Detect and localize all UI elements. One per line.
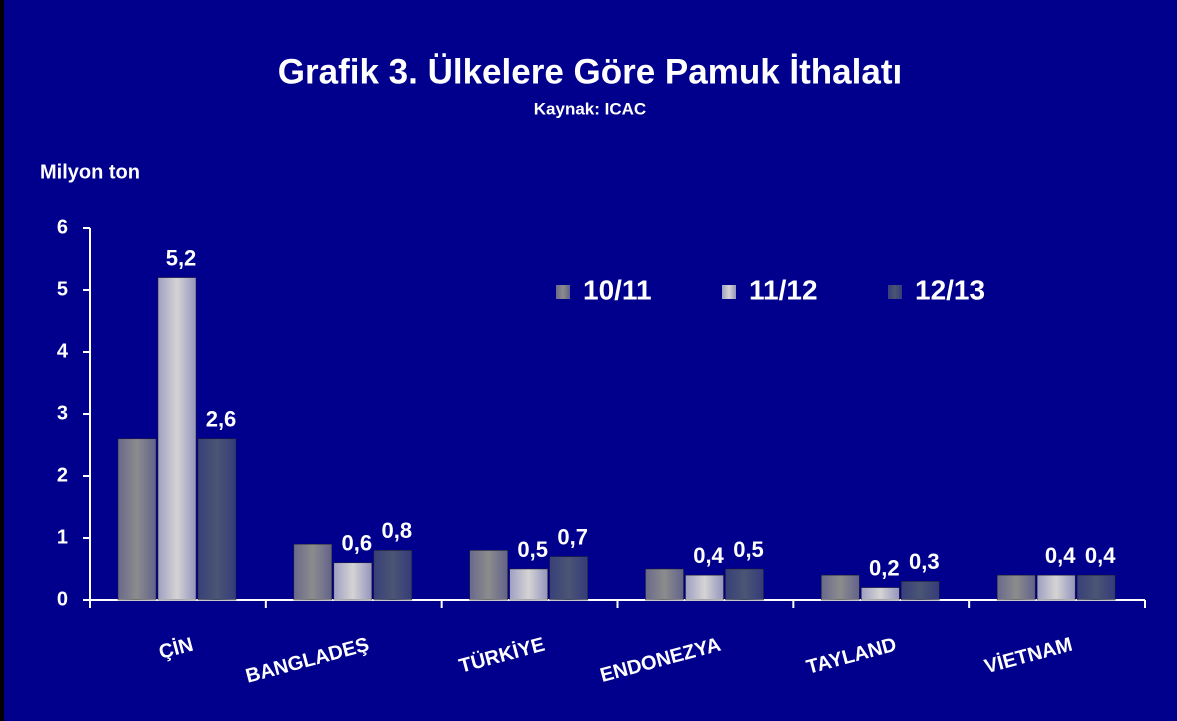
data-label: 0,5 <box>517 537 548 562</box>
bar <box>685 574 724 601</box>
data-label: 0,4 <box>693 543 724 568</box>
data-label: 0,4 <box>1045 543 1076 568</box>
y-tick-label: 1 <box>57 526 68 548</box>
edge <box>0 0 4 721</box>
bar <box>117 438 157 601</box>
bar <box>293 543 333 601</box>
bar <box>197 438 237 601</box>
y-tick-label: 0 <box>57 588 68 610</box>
bar <box>333 562 373 601</box>
data-label: 0,2 <box>869 555 900 580</box>
legend-swatch <box>722 285 736 299</box>
legend-swatch <box>556 285 570 299</box>
data-label: 0,5 <box>733 537 764 562</box>
data-label: 0,8 <box>382 518 413 543</box>
bar <box>725 568 764 601</box>
bar <box>996 574 1036 601</box>
data-label: 0,3 <box>909 549 940 574</box>
data-label: 0,6 <box>342 531 373 556</box>
y-tick-label: 2 <box>57 464 68 486</box>
legend-label: 12/13 <box>915 274 985 305</box>
chart-subtitle: Kaynak: ICAC <box>534 99 646 118</box>
legend-label: 10/11 <box>583 274 652 305</box>
bar <box>821 574 860 601</box>
bar <box>901 581 940 601</box>
legend-swatch <box>888 285 902 299</box>
y-tick-label: 3 <box>57 402 68 424</box>
bar <box>469 550 508 601</box>
chart-title: Grafik 3. Ülkelere Göre Pamuk İthalatı <box>278 52 902 91</box>
bar <box>373 550 413 601</box>
y-tick-label: 5 <box>57 278 68 300</box>
bar <box>1036 574 1076 601</box>
bar <box>157 277 197 601</box>
data-label: 0,7 <box>557 524 588 549</box>
y-tick-label: 6 <box>57 216 68 238</box>
bar <box>861 587 900 601</box>
y-axis-label: Milyon ton <box>40 161 140 183</box>
data-label: 2,6 <box>206 407 237 432</box>
legend-label: 11/12 <box>749 274 818 305</box>
bar <box>1076 574 1116 601</box>
data-label: 5,2 <box>166 245 197 270</box>
y-tick-label: 4 <box>57 340 69 362</box>
bar <box>549 556 588 601</box>
data-label: 0,4 <box>1085 543 1116 568</box>
bar <box>509 568 548 601</box>
bar <box>645 568 684 601</box>
